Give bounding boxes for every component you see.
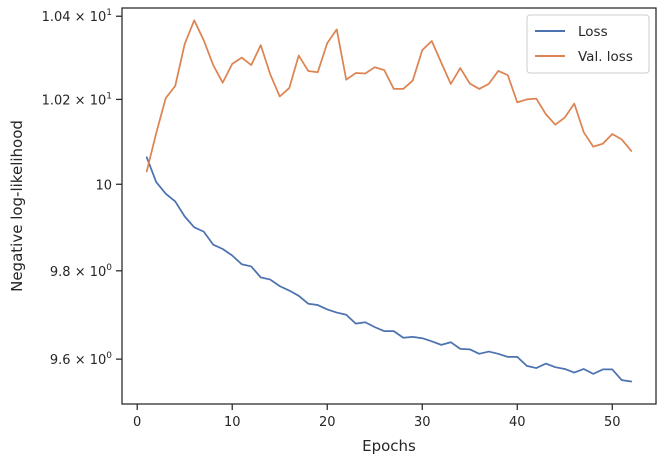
plot-frame	[121, 7, 657, 405]
series-line-val-loss	[145, 19, 633, 173]
y-tick-label: 9.8 × 100	[50, 263, 112, 280]
y-tick-label: 1.04 × 101	[42, 8, 112, 25]
x-tick-label: 20	[319, 415, 336, 430]
legend-label-val-loss: Val. loss	[578, 49, 633, 65]
y-axis-label: Negative log-likelihood	[8, 120, 26, 292]
x-tick-label: 40	[509, 415, 526, 430]
legend-box	[526, 14, 650, 74]
x-axis-label: Epochs	[362, 437, 416, 455]
legend: Loss Val. loss	[526, 14, 650, 74]
plot-area	[122, 8, 656, 404]
x-tick-label: 10	[224, 415, 241, 430]
y-tick-label: 10	[95, 178, 112, 193]
x-tick-label: 0	[133, 415, 141, 430]
legend-label-loss: Loss	[578, 24, 608, 40]
series-line-loss	[145, 156, 633, 383]
y-tick-label: 1.02 × 101	[42, 91, 112, 108]
y-tick-label: 9.6 × 100	[50, 351, 112, 368]
x-tick-label: 30	[414, 415, 431, 430]
x-tick-label: 50	[604, 415, 621, 430]
